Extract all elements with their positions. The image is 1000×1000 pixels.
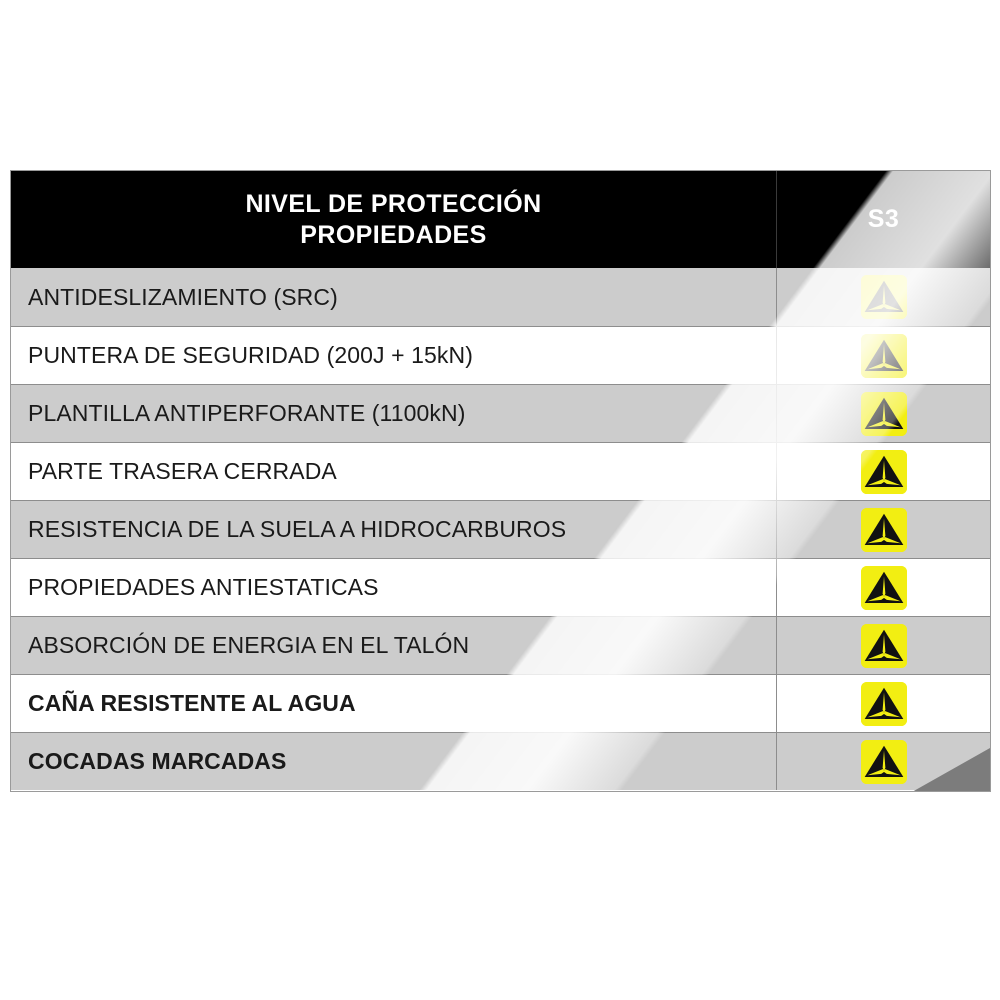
level-mark-cell: [777, 559, 990, 616]
property-label: PUNTERA DE SEGURIDAD (200J + 15kN): [11, 327, 777, 384]
level-mark-cell: [777, 385, 990, 442]
yellow-triangle-logo-icon: [860, 681, 907, 726]
property-label: PARTE TRASERA CERRADA: [11, 443, 777, 500]
property-label: RESISTENCIA DE LA SUELA A HIDROCARBUROS: [11, 501, 777, 558]
yellow-triangle-logo-icon: [860, 565, 907, 610]
level-mark-cell: [777, 617, 990, 674]
header-title-line1: NIVEL DE PROTECCIÓN: [245, 190, 542, 218]
header-cell-properties: NIVEL DE PROTECCIÓN PROPIEDADES: [11, 171, 777, 268]
level-mark-cell: [777, 501, 990, 558]
yellow-triangle-logo-icon: [860, 391, 907, 436]
property-label: ABSORCIÓN DE ENERGIA EN EL TALÓN: [11, 617, 777, 674]
yellow-triangle-logo-icon: [860, 333, 907, 378]
property-label: PROPIEDADES ANTIESTATICAS: [11, 559, 777, 616]
table-body: ANTIDESLIZAMIENTO (SRC) PUNTERA DE SEGURI…: [11, 268, 990, 790]
yellow-triangle-logo-icon: [860, 275, 907, 319]
property-label: ANTIDESLIZAMIENTO (SRC): [11, 268, 777, 326]
table-row: PLANTILLA ANTIPERFORANTE (1100kN): [11, 384, 990, 442]
property-label: CAÑA RESISTENTE AL AGUA: [11, 675, 777, 732]
table-row: ANTIDESLIZAMIENTO (SRC): [11, 268, 990, 326]
yellow-triangle-logo-icon: [860, 739, 907, 784]
level-mark-cell: [777, 675, 990, 732]
level-mark-cell: [777, 268, 990, 326]
table-row: RESISTENCIA DE LA SUELA A HIDROCARBUROS: [11, 500, 990, 558]
property-label: PLANTILLA ANTIPERFORANTE (1100kN): [11, 385, 777, 442]
level-mark-cell: [777, 443, 990, 500]
level-mark-cell: [777, 733, 990, 790]
yellow-triangle-logo-icon: [860, 623, 907, 668]
yellow-triangle-logo-icon: [860, 449, 907, 494]
header-cell-level: S3: [867, 205, 900, 233]
table-row: PUNTERA DE SEGURIDAD (200J + 15kN): [11, 326, 990, 384]
level-mark-cell: [777, 327, 990, 384]
table-row: PARTE TRASERA CERRADA: [11, 442, 990, 500]
table-row: COCADAS MARCADAS: [11, 732, 990, 790]
table-header-row: NIVEL DE PROTECCIÓN PROPIEDADES S3: [11, 171, 990, 268]
property-label: COCADAS MARCADAS: [11, 733, 777, 790]
table-row: ABSORCIÓN DE ENERGIA EN EL TALÓN: [11, 616, 990, 674]
yellow-triangle-logo-icon: [860, 507, 907, 552]
table-row: PROPIEDADES ANTIESTATICAS: [11, 558, 990, 616]
header-title-line2: PROPIEDADES: [300, 220, 487, 249]
protection-level-table: NIVEL DE PROTECCIÓN PROPIEDADES S3 ANTID…: [10, 170, 991, 792]
table-row: CAÑA RESISTENTE AL AGUA: [11, 674, 990, 732]
